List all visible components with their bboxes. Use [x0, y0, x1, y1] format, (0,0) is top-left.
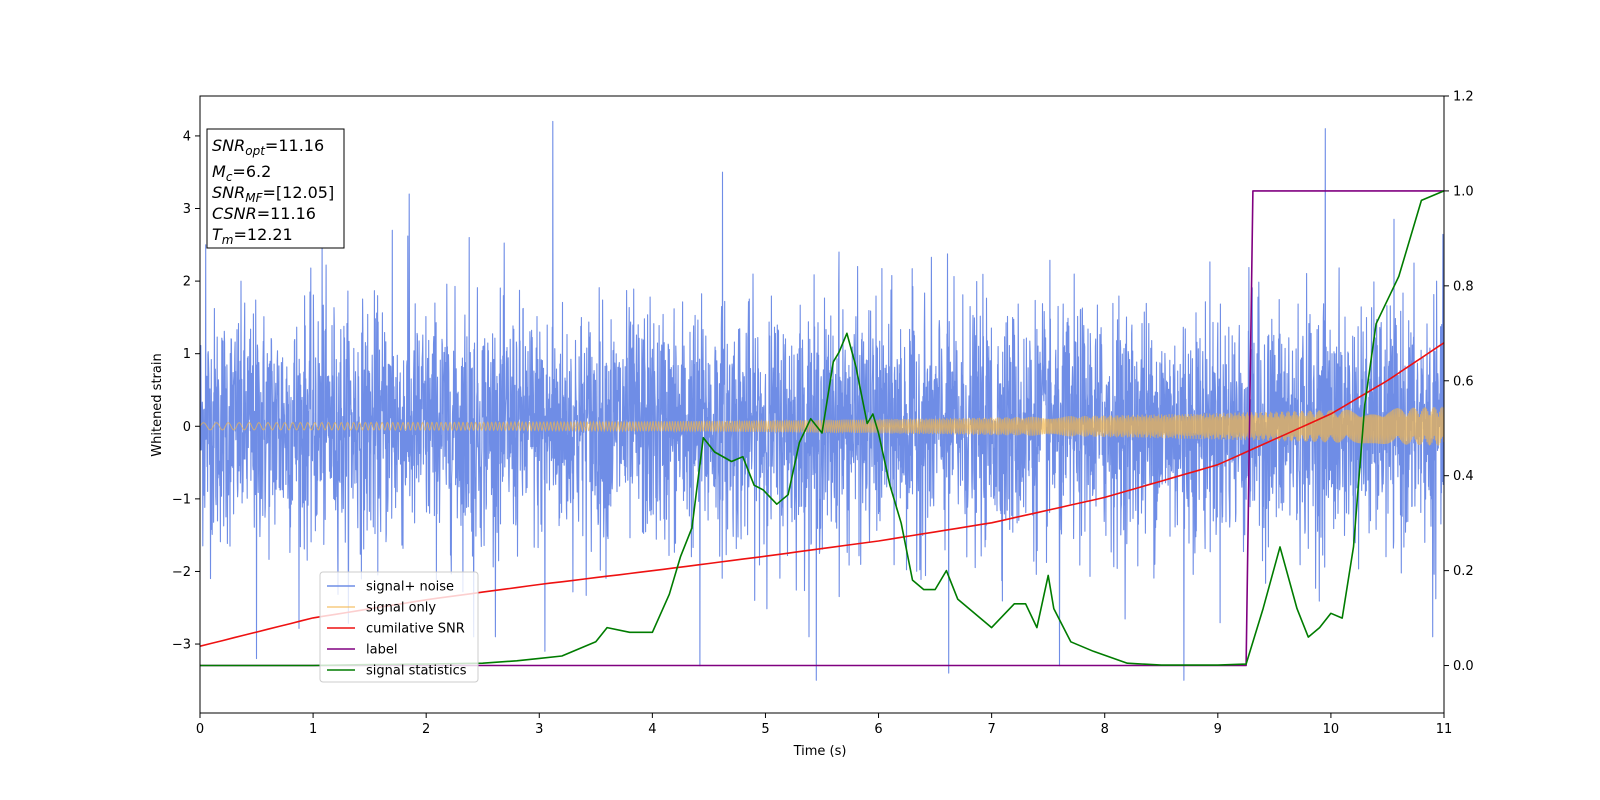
y-tick-label: 1 [183, 347, 191, 362]
y2-tick-label: 0.8 [1453, 279, 1474, 294]
x-axis-label: Time (s) [793, 744, 847, 759]
x-tick-label: 5 [761, 722, 769, 737]
y-tick-label: −2 [172, 565, 191, 580]
y2-tick-label: 0.6 [1453, 374, 1474, 389]
x-axis: 0 1 2 3 4 5 6 7 8 9 10 11 [196, 713, 1452, 737]
y-tick-label: −1 [172, 492, 191, 507]
x-tick-label: 0 [196, 722, 204, 737]
x-tick-label: 8 [1101, 722, 1109, 737]
y-axis-label: Whitened strain [150, 353, 165, 456]
x-tick-label: 4 [648, 722, 656, 737]
x-tick-label: 9 [1214, 722, 1222, 737]
annotation-line: SNRMF=[12.05] [212, 183, 334, 205]
legend-label-signal-noise: signal+ noise [366, 580, 454, 595]
y-axis-left: −3 −2 −1 0 1 2 3 4 [172, 129, 200, 653]
series-signal-only [200, 406, 1444, 446]
annotation-line: Mc=6.2 [212, 162, 271, 184]
y2-tick-label: 0.4 [1453, 469, 1474, 484]
y2-tick-label: 0.2 [1453, 564, 1474, 579]
x-tick-label: 7 [987, 722, 995, 737]
legend-label-label: label [366, 643, 397, 658]
y-tick-label: 3 [183, 202, 191, 217]
series-signal-noise [200, 120, 1444, 681]
legend-label-cumilative-snr: cumilative SNR [366, 622, 465, 637]
y2-tick-label: 1.0 [1453, 184, 1474, 199]
annotation-line: CSNR=11.16 [212, 204, 316, 223]
y-tick-label: 4 [183, 129, 191, 144]
y2-tick-label: 1.2 [1453, 90, 1474, 105]
legend-label-signal-only: signal only [366, 601, 436, 616]
x-tick-label: 1 [309, 722, 317, 737]
annotation-line: Tm=12.21 [212, 225, 293, 247]
legend-label-signal-statistics: signal statistics [366, 664, 467, 679]
y-tick-label: 2 [183, 275, 191, 290]
series-label [200, 190, 1444, 667]
y-tick-label: 0 [183, 420, 191, 435]
legend-frame [319, 571, 479, 683]
x-tick-label: 3 [535, 722, 543, 737]
x-tick-label: 6 [874, 722, 882, 737]
x-tick-label: 2 [422, 722, 430, 737]
y-tick-label: −3 [172, 638, 191, 653]
y-axis-right: 0.0 0.2 0.4 0.6 0.8 1.0 1.2 [1444, 90, 1474, 674]
legend: signal+ noise signal only cumilative SNR la… [319, 571, 479, 683]
plot-frame [199, 95, 1445, 714]
x-tick-label: 10 [1323, 722, 1340, 737]
x-tick-label: 11 [1436, 722, 1453, 737]
y2-tick-label: 0.0 [1453, 659, 1474, 674]
annotation-box: SNRopt=11.16 Mc=6.2SNRMF=[12.05]CSNR=11.1… [206, 128, 345, 249]
series-signal-statistics [200, 190, 1444, 667]
annotation-line: SNRopt=11.16 [212, 136, 324, 158]
